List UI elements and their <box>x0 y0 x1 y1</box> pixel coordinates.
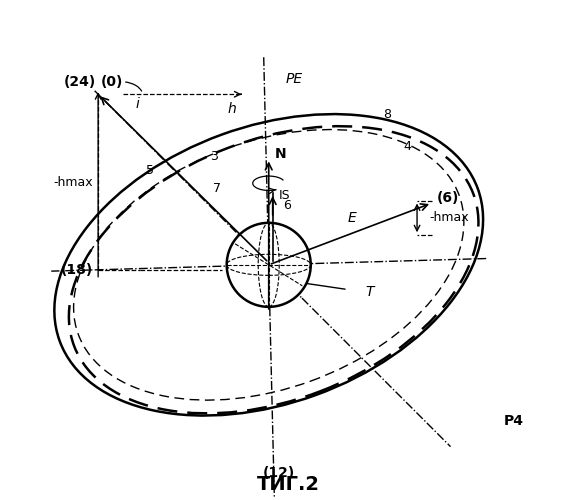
Text: i: i <box>136 97 140 111</box>
Text: ΤИГ.2: ΤИГ.2 <box>257 476 320 494</box>
Text: N: N <box>275 146 287 160</box>
Text: 8: 8 <box>383 108 391 120</box>
Text: (6): (6) <box>437 191 459 205</box>
Text: (24): (24) <box>63 75 96 89</box>
Text: (18): (18) <box>61 263 93 277</box>
Text: 6: 6 <box>283 200 291 212</box>
Text: -hmax: -hmax <box>54 176 93 188</box>
Text: -hmax: -hmax <box>429 212 469 224</box>
Text: IS: IS <box>279 189 290 202</box>
Text: (0): (0) <box>100 75 123 89</box>
Circle shape <box>227 223 311 307</box>
Text: (12): (12) <box>263 466 295 480</box>
Text: 5: 5 <box>146 164 154 177</box>
Text: PE: PE <box>286 72 303 86</box>
Text: E: E <box>348 211 357 225</box>
Text: 3: 3 <box>211 150 218 162</box>
Text: 4: 4 <box>403 140 411 152</box>
Text: T: T <box>365 285 374 299</box>
Text: P4: P4 <box>504 414 523 428</box>
Text: 7: 7 <box>213 182 221 194</box>
Text: h: h <box>227 102 236 116</box>
